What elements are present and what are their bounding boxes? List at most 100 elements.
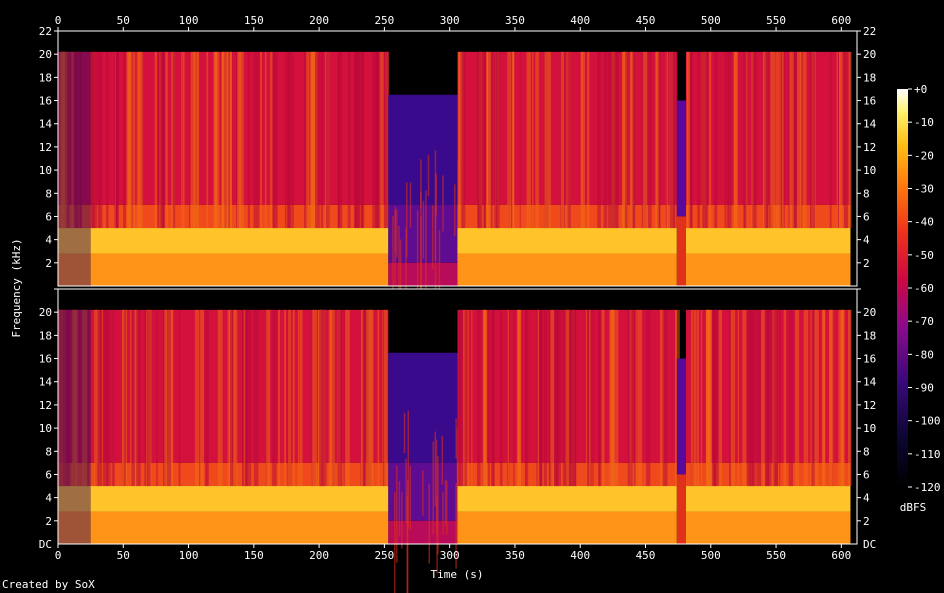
spectral-streak: [554, 309, 558, 487]
spectral-streak: [760, 309, 765, 487]
y-tick-label: 16: [39, 95, 52, 108]
colorbar-label: dBFS: [900, 501, 927, 514]
spectral-streak: [329, 309, 333, 487]
spectral-streak: [253, 309, 259, 487]
transient-streak: [422, 200, 425, 259]
quiet-high-band: [388, 94, 458, 205]
y-tick-label: 8: [45, 187, 52, 200]
y-tick-label: DC: [39, 538, 52, 551]
spectral-streak: [366, 309, 370, 487]
x-tick-label: 150: [244, 14, 264, 27]
fade-low-band: [676, 474, 686, 544]
transient-streak: [435, 174, 437, 216]
spectral-streak: [573, 309, 576, 487]
spectral-streak: [111, 309, 114, 487]
spectral-streak: [129, 309, 132, 487]
transient-streak: [425, 190, 427, 307]
spectral-streak: [499, 309, 503, 487]
spectral-streak: [646, 309, 651, 487]
spectral-streak: [568, 309, 574, 487]
spectral-streak: [163, 51, 165, 229]
bass-band: [685, 511, 851, 544]
spectral-streak: [802, 51, 807, 229]
spectral-streak: [803, 309, 809, 487]
spectral-streak: [237, 51, 240, 229]
spectral-streak: [304, 51, 308, 229]
segment-fade: [676, 100, 686, 286]
y-tick-label: 14: [39, 376, 53, 389]
y-tick-label: DC: [863, 538, 876, 551]
spectral-streak: [266, 309, 271, 487]
y-tick-label: 12: [39, 141, 52, 154]
spectral-streak: [462, 309, 465, 487]
transient-streak: [407, 410, 410, 528]
spectral-streak: [106, 309, 111, 487]
spectral-streak: [347, 51, 351, 229]
spectral-streak: [217, 309, 223, 487]
colorbar-tick-label: -50: [914, 249, 934, 262]
spectral-streak: [235, 51, 238, 229]
spectral-streak: [622, 51, 628, 229]
spectral-streak: [477, 309, 481, 487]
y-tick-label: 14: [863, 118, 877, 131]
spectral-streak: [729, 309, 731, 487]
bass-band: [685, 253, 851, 286]
transient-streak: [401, 492, 403, 549]
y-tick-label: 8: [863, 445, 870, 458]
spectral-streak: [510, 51, 513, 229]
transient-streak: [453, 184, 456, 236]
bass-band: [90, 253, 389, 286]
spectral-streak: [462, 309, 467, 487]
x-tick-label: 0: [55, 14, 62, 27]
y-tick-label: 10: [39, 164, 52, 177]
spectral-streak: [106, 51, 109, 229]
low-band: [90, 486, 389, 512]
spectral-streak: [319, 309, 323, 487]
spectral-streak: [634, 309, 636, 487]
x-tick-label: 300: [440, 14, 460, 27]
spectral-streak: [690, 309, 694, 487]
x-tick-label: 100: [179, 14, 199, 27]
spectral-streak: [459, 309, 463, 487]
spectral-streak: [306, 51, 310, 229]
spectral-streak: [64, 51, 67, 229]
spectral-streak: [601, 309, 605, 487]
bass-band: [90, 511, 389, 544]
spectral-streak: [193, 51, 199, 229]
y-tick-label: 6: [45, 468, 52, 481]
spectral-streak: [76, 51, 80, 229]
bass-band: [58, 253, 91, 286]
x-tick-label: 350: [505, 549, 525, 562]
spectral-streak: [525, 309, 529, 487]
spectral-streak: [727, 51, 729, 229]
spectral-streak: [71, 51, 74, 229]
transient-streak: [392, 215, 394, 296]
spectral-streak: [287, 51, 291, 229]
spectral-streak: [101, 309, 105, 487]
colorbar-tick-label: -70: [914, 315, 934, 328]
spectral-streak: [613, 309, 619, 487]
segment-loud: [90, 309, 389, 544]
spectral-streak: [228, 51, 231, 229]
y-tick-label: 4: [863, 492, 870, 505]
spectral-streak: [178, 309, 181, 487]
transient-streak: [434, 150, 437, 261]
spectral-streak: [789, 51, 794, 229]
x-tick-label: 600: [831, 14, 851, 27]
spectral-streak: [255, 51, 260, 229]
transient-streak: [420, 216, 422, 319]
spectral-streak: [292, 309, 295, 487]
spectral-streak: [836, 51, 839, 229]
spectral-streak: [167, 309, 172, 487]
bass-band: [58, 511, 91, 544]
spectral-streak: [846, 51, 849, 229]
spectral-streak: [728, 51, 732, 229]
sparse-overlay: [58, 51, 91, 287]
spectral-streak: [189, 51, 191, 229]
spectral-streak: [539, 309, 542, 487]
spectral-streak: [706, 309, 712, 487]
x-tick-label: 550: [766, 14, 786, 27]
transient-streak: [434, 431, 437, 507]
spectral-streak: [284, 51, 287, 229]
